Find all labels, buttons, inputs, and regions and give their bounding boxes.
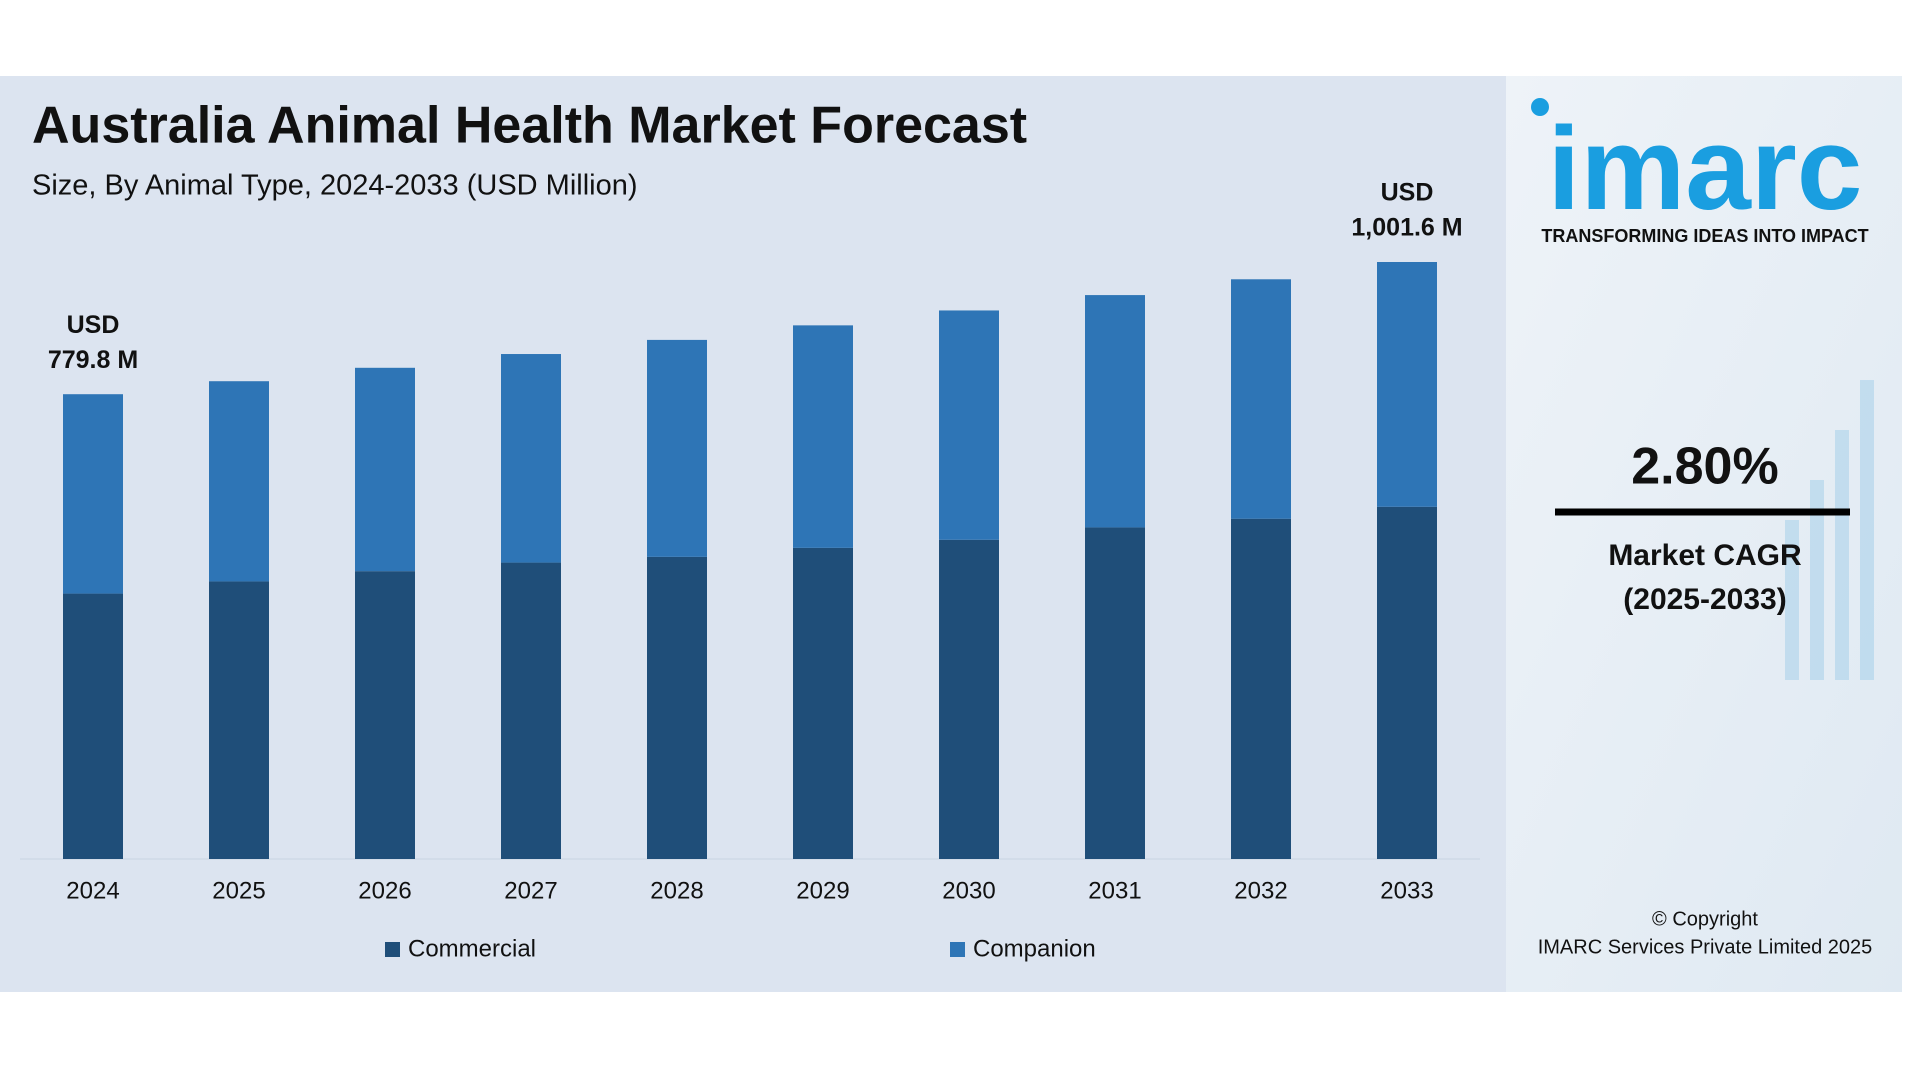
x-tick-label: 2029: [796, 877, 849, 904]
cagr-period: (2025-2033): [1623, 583, 1786, 616]
bar-segment: [939, 310, 999, 540]
bar-segment: [1377, 262, 1437, 507]
bar-segment: [501, 354, 561, 563]
bar-segment: [209, 581, 269, 859]
cagr-value: 2.80%: [1631, 438, 1778, 496]
x-tick-label: 2030: [942, 877, 995, 904]
bar-segment: [1231, 279, 1291, 519]
chart-title: Australia Animal Health Market Forecast: [32, 97, 1027, 155]
legend-swatch: [385, 942, 400, 957]
copyright: © Copyright: [1652, 908, 1758, 930]
x-tick-label: 2032: [1234, 877, 1287, 904]
cagr-label: Market CAGR: [1608, 539, 1802, 572]
bar-segment: [355, 367, 415, 572]
bar-segment: [209, 381, 269, 582]
total-label: 779.8 M: [48, 346, 138, 374]
bar-segment: [647, 339, 707, 557]
x-tick-label: 2027: [504, 877, 557, 904]
sidebar-panel: [1506, 76, 1902, 992]
copyright-owner: IMARC Services Private Limited 2025: [1538, 936, 1873, 958]
bar-segment: [1377, 506, 1437, 859]
bar-segment: [793, 325, 853, 548]
x-tick-label: 2025: [212, 877, 265, 904]
x-tick-label: 2028: [650, 877, 703, 904]
bar-segment: [501, 562, 561, 859]
chart-subtitle: Size, By Animal Type, 2024-2033 (USD Mil…: [32, 170, 638, 202]
logo-dot: [1531, 98, 1549, 116]
bar-segment: [63, 593, 123, 859]
sidebar-decoration: [1785, 380, 1874, 680]
x-tick-label: 2033: [1380, 877, 1433, 904]
legend-label: Companion: [973, 935, 1096, 962]
total-label-prefix: USD: [1381, 179, 1434, 207]
legend-label: Commercial: [408, 935, 536, 962]
bar-segment: [793, 547, 853, 859]
bar-segment: [1231, 518, 1291, 859]
x-tick-label: 2024: [66, 877, 119, 904]
logo: imarc: [1548, 103, 1863, 235]
bar-segment: [939, 539, 999, 859]
x-tick-label: 2026: [358, 877, 411, 904]
total-label-prefix: USD: [67, 311, 120, 339]
x-tick-label: 2031: [1088, 877, 1141, 904]
total-label: 1,001.6 M: [1351, 214, 1462, 242]
bar-segment: [1085, 295, 1145, 528]
tagline: TRANSFORMING IDEAS INTO IMPACT: [1541, 226, 1868, 246]
bar-segment: [355, 571, 415, 859]
bar-segment: [63, 394, 123, 594]
legend-swatch: [950, 942, 965, 957]
bar-segment: [1085, 527, 1145, 859]
bar-segment: [647, 556, 707, 859]
